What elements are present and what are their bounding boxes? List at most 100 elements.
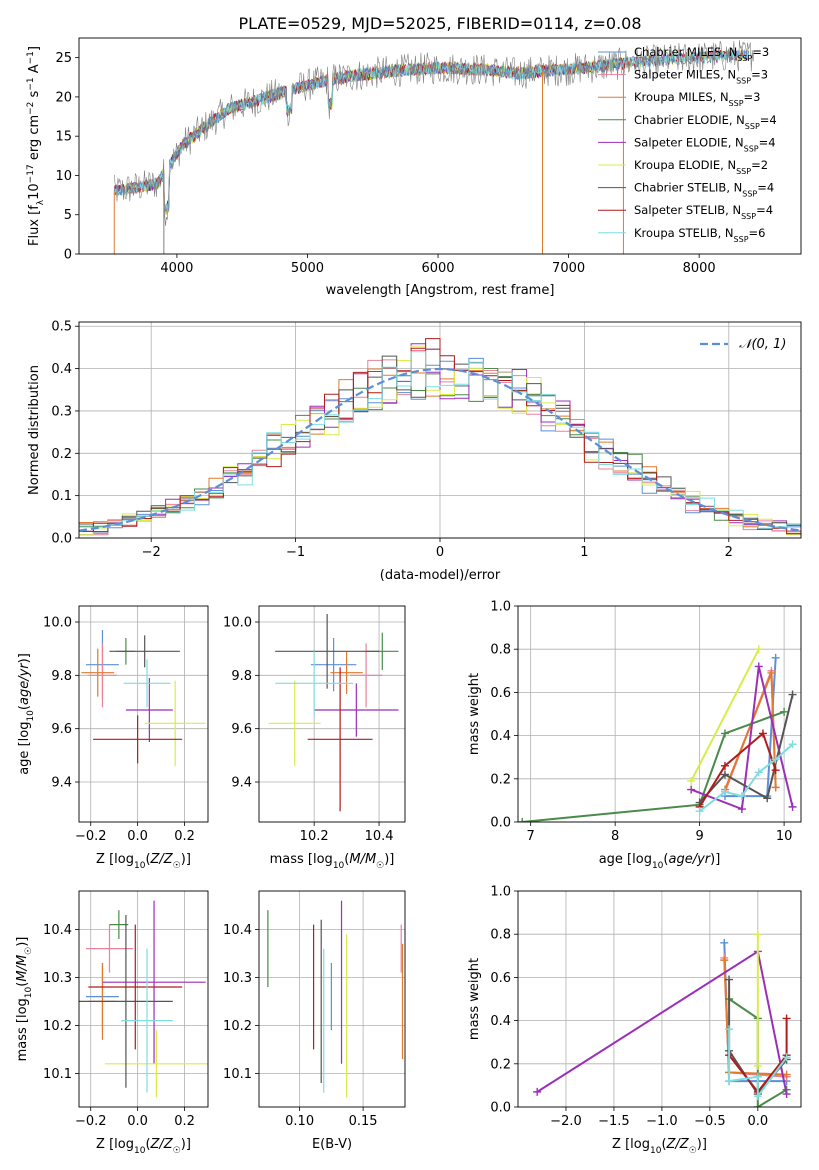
y-tick-label: 9.4 [51,776,72,791]
x-tick-label: −2.0 [550,1114,582,1129]
y-tick-label: 25 [55,51,72,66]
y-tick-label: 1.0 [490,600,511,615]
legend-entry: Salpeter ELODIE, NSSP=4 [634,135,776,153]
residual-histogram [79,351,801,529]
y-tick-label: 0.5 [51,320,72,335]
errorbar-point [79,915,173,1088]
y-tick-label: 0.4 [490,1014,511,1029]
y-tick-label: 9.8 [231,669,252,684]
panel-weight-vs-age: 7 8 9 10 0.0 0.2 0.4 0.6 0.8 1.0 age [log10(age/yr… [467,600,802,871]
weight-marker [725,975,734,984]
errorbar-point [125,678,173,742]
weight-marker [720,761,729,770]
x-tick-label: 9 [695,829,703,844]
x-tick-label: 1 [580,545,588,560]
weight-marker [758,729,767,738]
y-tick-label: 1.0 [490,885,511,900]
weight-line [698,731,777,808]
legend-entry: 𝒩(0, 1) [739,337,786,352]
x-tick-label: −0.5 [694,1114,726,1129]
x-tick-label: −0.2 [75,829,107,844]
y-axis-label: age [log10(age/yr)] [17,653,36,775]
weight-line [728,1018,788,1094]
weight-marker [771,755,780,764]
y-tick-label: 10.1 [223,1067,252,1082]
x-tick-label: 6000 [421,261,454,276]
weight-marker [782,1090,791,1099]
y-tick-label: 10.3 [43,971,72,986]
y-tick-label: 0.2 [490,772,511,787]
errorbar-point [310,638,357,692]
x-tick-label: 0 [436,545,444,560]
errorbar-point [349,643,383,708]
model-spectrum [113,57,624,213]
panel-mass-vs-Z: −0.2 0.0 0.2 10.1 10.2 10.3 10.4 Z [log10(Z/Z☉)… [15,890,209,1156]
weight-marker [720,787,729,796]
weight-series [725,1025,791,1101]
x-tick-label: −1.5 [598,1114,630,1129]
weight-marker [737,792,746,801]
legend: Chabrier MILES, NSSP=3 Salpeter MILES, NS… [598,45,777,243]
plot-area-spectrum [113,40,755,254]
y-tick-label: 10.0 [43,616,72,631]
weight-line [522,710,785,822]
x-axis-label: age [log10(age/yr)] [599,852,721,871]
errorbar-point [275,651,354,716]
legend-entry: Salpeter MILES, NSSP=3 [634,68,768,86]
x-axis-label: mass [log10(M/M☉)] [270,852,395,871]
x-axis-label: Z [log10(Z/Z☉)] [96,1137,191,1156]
panel-age-vs-mass: 10.2 10.4 9.4 9.6 9.8 10.0 mass [log10(M/M☉)] [223,605,406,871]
weight-marker [780,707,789,716]
weight-marker [782,1053,791,1062]
axes-frame [78,890,209,1108]
y-tick-label: 0.0 [490,816,511,831]
y-tick-label: 20 [55,90,72,105]
weight-marker [687,785,696,794]
weight-marker [754,645,763,654]
legend-entry: Salpeter STELIB, NSSP=4 [634,203,773,221]
weight-series [753,930,762,1070]
weight-marker [725,1025,734,1034]
weight-marker [695,807,704,816]
axes-frame [78,321,802,539]
errorbar-point [121,948,173,1093]
weight-marker [737,805,746,814]
x-tick-label: 0.0 [747,1114,768,1129]
weight-line [690,648,760,782]
weight-marker [720,956,729,965]
x-tick-label: −2 [142,545,161,560]
axes-frame [258,890,406,1108]
x-tick-label: 0.2 [174,1114,195,1129]
plot-area-mass-vs-Z [79,900,208,1098]
y-axis-label: Flux [fλ10−17 erg cm−2 s−1 A−1] [26,46,46,246]
y-tick-label: 0.6 [490,686,511,701]
legend-entry: Chabrier MILES, NSSP=3 [634,45,769,63]
y-tick-label: 10.3 [223,971,252,986]
y-tick-label: 0.2 [51,447,72,462]
x-tick-label: 7000 [552,261,585,276]
y-tick-label: 9.6 [231,722,252,737]
weight-marker [754,662,763,671]
errorbar-point [109,635,180,668]
plot-area-mass-vs-EBV [267,900,404,1098]
axes-frame [517,890,802,1108]
x-tick-label: −0.2 [75,1114,107,1129]
errorbar-point [330,651,363,694]
y-tick-label: 10.4 [43,923,72,938]
errorbar-point [144,680,206,766]
weight-series [687,645,763,785]
weight-marker [788,740,797,749]
y-tick-label: 0.6 [490,971,511,986]
weight-line [698,743,794,812]
observed-spectrum [114,40,755,227]
gaussian-curve [79,367,801,532]
x-tick-label: 10.4 [365,829,394,844]
weight-marker [782,1014,791,1023]
weight-marker [788,802,797,811]
y-tick-label: 0.0 [51,532,72,547]
y-tick-label: 0 [64,248,72,263]
x-tick-label: 5000 [291,261,324,276]
panel-spectrum: 4000 5000 6000 7000 8000 0 5 10 15 20 25 wavelength… [26,37,802,298]
weight-marker [725,1077,734,1086]
